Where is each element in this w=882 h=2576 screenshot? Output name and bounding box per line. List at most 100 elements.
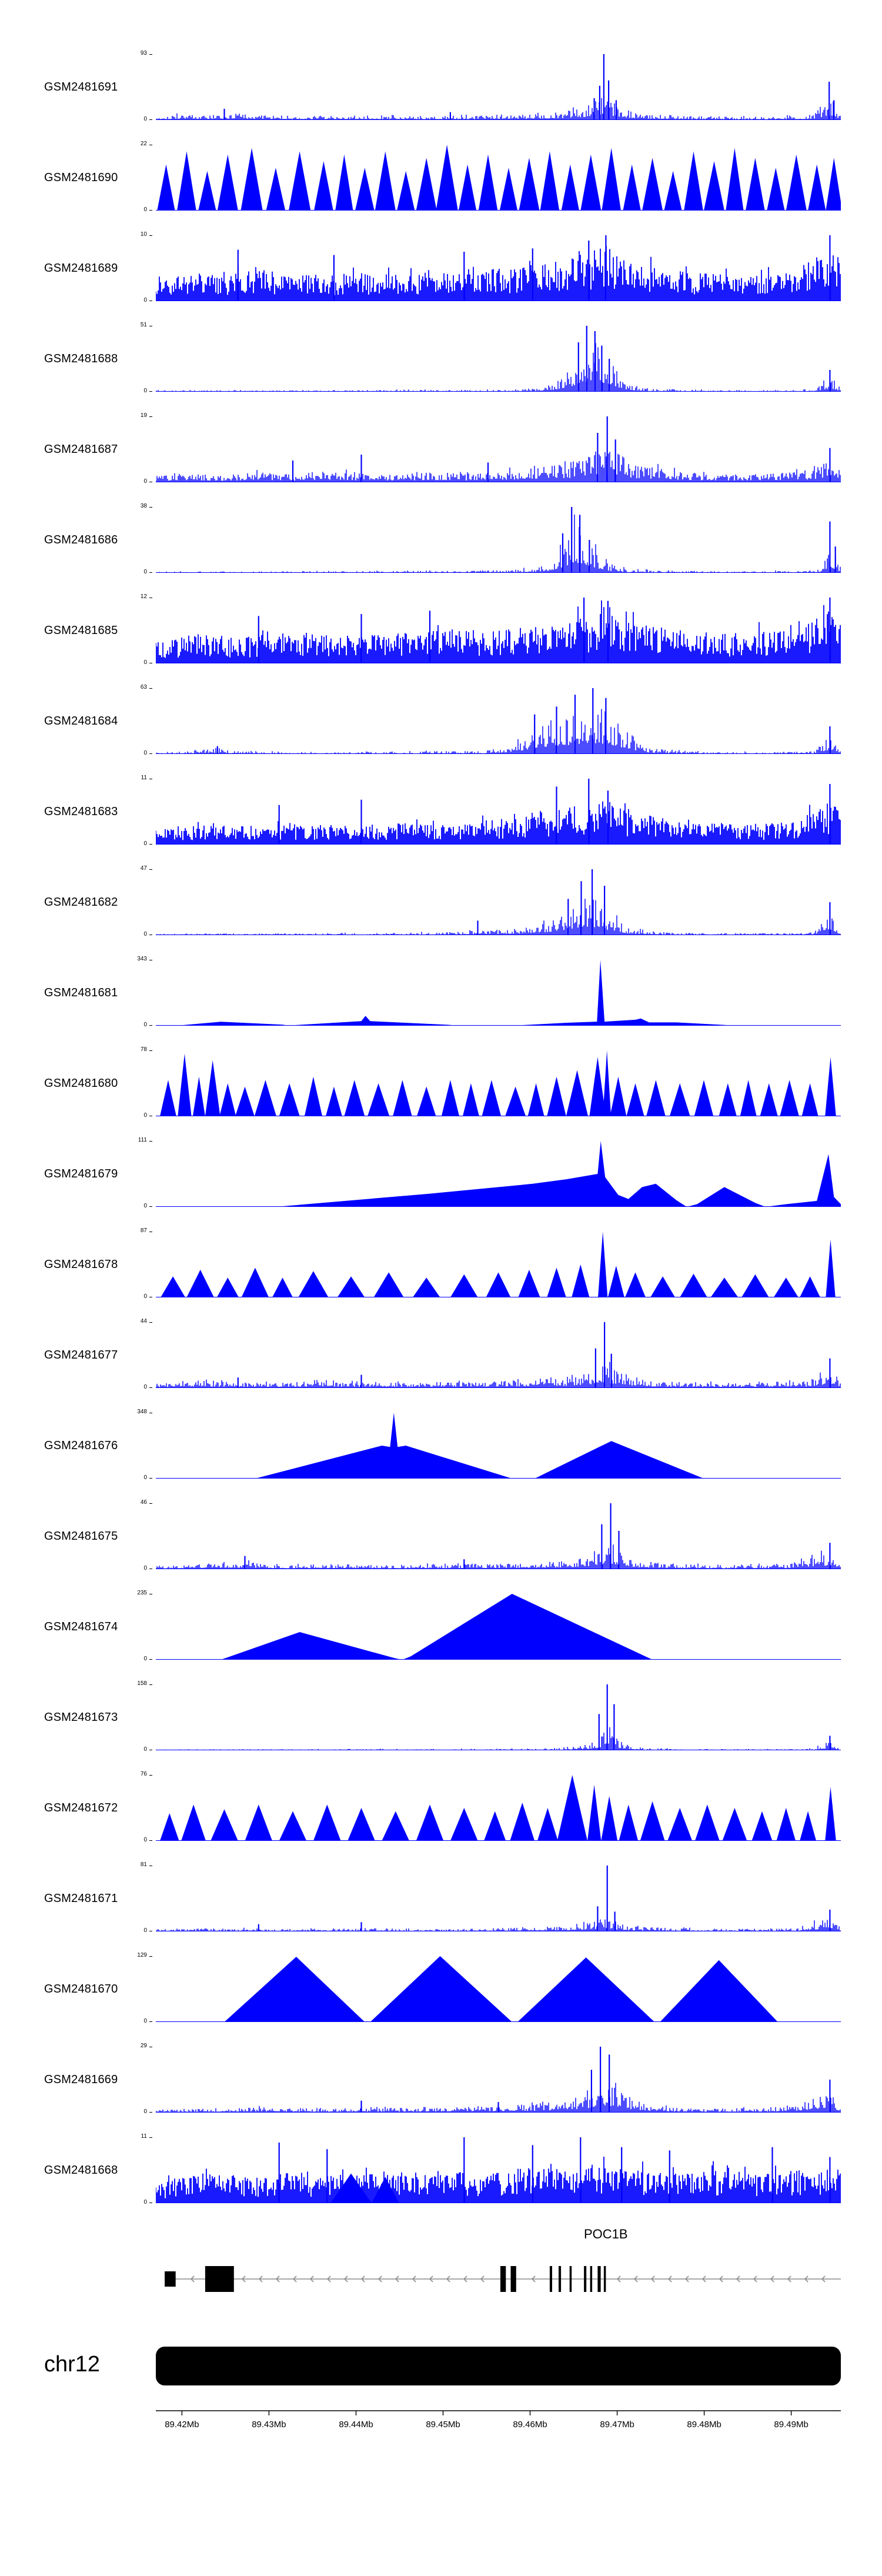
exon-box <box>205 2266 234 2292</box>
signal-plot <box>156 145 841 211</box>
y-axis-zero-label: 0 <box>143 478 147 485</box>
y-axis-max-label: 10 <box>140 231 147 238</box>
strand-direction-arrows <box>190 2275 826 2283</box>
signal-plot <box>156 1232 841 1297</box>
y-axis-zero-label: 0 <box>143 569 147 575</box>
track-row: GSM2481678 87 0 <box>0 1224 882 1315</box>
track-row: GSM2481684 63 0 <box>0 681 882 772</box>
signal-plot <box>156 960 841 1026</box>
y-axis-zero-tick <box>149 753 152 754</box>
y-axis-zero-tick <box>149 2112 152 2113</box>
y-axis-zero-label: 0 <box>143 1203 147 1209</box>
track-label: GSM2481687 <box>44 443 118 456</box>
y-axis-max-label: 235 <box>137 1590 147 1596</box>
y-axis-zero-label: 0 <box>143 1746 147 1753</box>
signal-plot <box>156 416 841 482</box>
y-axis-zero-label: 0 <box>143 116 147 122</box>
track-label: GSM2481675 <box>44 1530 118 1543</box>
track-row: GSM2481680 78 0 <box>0 1043 882 1134</box>
signal-plot <box>156 1594 841 1660</box>
y-axis-top-tick <box>149 507 152 508</box>
y-axis-top-tick <box>149 2137 152 2138</box>
axis-tick-label: 89.44Mb <box>339 2420 373 2430</box>
y-axis-top-tick <box>149 235 152 236</box>
y-axis-zero-label: 0 <box>143 2199 147 2205</box>
track-label: GSM2481681 <box>44 986 118 999</box>
y-axis-zero-tick <box>149 844 152 845</box>
track-row: GSM2481683 11 0 <box>0 772 882 862</box>
track-row: GSM2481677 44 0 <box>0 1315 882 1406</box>
track-row: GSM2481689 10 0 <box>0 228 882 319</box>
y-axis-max-label: 78 <box>140 1046 147 1053</box>
y-axis-max-label: 93 <box>140 50 147 56</box>
y-axis-max-label: 44 <box>140 1318 147 1324</box>
y-axis-zero-tick <box>149 1478 152 1479</box>
track-row: GSM2481679 111 0 <box>0 1134 882 1224</box>
y-axis-zero-label: 0 <box>143 2018 147 2024</box>
axis-tick-label: 89.43Mb <box>252 2420 286 2430</box>
genome-axis-track: 89.42Mb 89.43Mb 89.44Mb 89.45Mb 89.46Mb 89.47… <box>156 2410 841 2430</box>
y-axis-zero-tick <box>149 119 152 120</box>
y-axis-zero-label: 0 <box>143 1474 147 1481</box>
y-axis-zero-label: 0 <box>143 659 147 666</box>
y-axis-zero-tick <box>149 210 152 211</box>
y-axis-max-label: 343 <box>137 956 147 962</box>
y-axis-top-tick <box>149 1775 152 1776</box>
track-row: GSM2481685 12 0 <box>0 590 882 681</box>
track-label: GSM2481683 <box>44 805 118 818</box>
y-axis-top-tick <box>149 1684 152 1685</box>
y-axis-max-label: 63 <box>140 684 147 690</box>
signal-plot <box>156 688 841 754</box>
axis-tick-label: 89.48Mb <box>687 2420 721 2430</box>
signal-plot <box>156 1503 841 1569</box>
signal-plot <box>156 1322 841 1388</box>
y-axis-max-label: 12 <box>140 593 147 600</box>
axis-tick-label: 89.47Mb <box>600 2420 634 2430</box>
y-axis-max-label: 348 <box>137 1409 147 1415</box>
exon-box <box>165 2271 176 2287</box>
y-axis-top-tick <box>149 54 152 55</box>
track-label: GSM2481690 <box>44 171 118 184</box>
signal-plot <box>156 1956 841 2022</box>
track-row: GSM2481672 76 0 <box>0 1768 882 1858</box>
y-axis-max-label: 22 <box>140 141 147 147</box>
signal-plot <box>156 1775 841 1841</box>
exon-box <box>603 2266 606 2292</box>
exon-box <box>597 2266 601 2292</box>
track-row: GSM2481671 81 0 <box>0 1858 882 1949</box>
y-axis-zero-tick <box>149 1387 152 1388</box>
y-axis-max-label: 87 <box>140 1227 147 1234</box>
track-label: GSM2481672 <box>44 1801 118 1814</box>
track-label: GSM2481685 <box>44 624 118 637</box>
y-axis-zero-label: 0 <box>143 840 147 847</box>
track-row: GSM2481675 46 0 <box>0 1496 882 1587</box>
track-label: GSM2481684 <box>44 715 118 728</box>
track-label: GSM2481677 <box>44 1349 118 1362</box>
y-axis-max-label: 81 <box>140 1861 147 1868</box>
y-axis-top-tick <box>149 1956 152 1957</box>
track-row: GSM2481690 22 0 <box>0 138 882 228</box>
exon-box <box>569 2266 572 2292</box>
signal-plot <box>156 235 841 301</box>
y-axis-zero-label: 0 <box>143 1384 147 1390</box>
y-axis-max-label: 76 <box>140 1771 147 1777</box>
track-row: GSM2481676 348 0 <box>0 1406 882 1496</box>
track-label: GSM2481669 <box>44 2073 118 2086</box>
track-label: GSM2481673 <box>44 1711 118 1724</box>
y-axis-zero-label: 0 <box>143 1293 147 1300</box>
y-axis-zero-tick <box>149 1025 152 1026</box>
y-axis-zero-label: 0 <box>143 1565 147 1571</box>
y-axis-top-tick <box>149 1322 152 1323</box>
y-axis-zero-label: 0 <box>143 388 147 394</box>
axis-tick-label: 89.49Mb <box>774 2420 808 2430</box>
signal-plot <box>156 1141 841 1207</box>
signal-plot <box>156 1866 841 1931</box>
track-label: GSM2481668 <box>44 2164 118 2177</box>
y-axis-max-label: 129 <box>137 1952 147 1958</box>
signal-plot <box>156 507 841 573</box>
signal-plot <box>156 2137 841 2203</box>
track-label: GSM2481670 <box>44 1983 118 1996</box>
signal-plot <box>156 598 841 663</box>
signal-plot <box>156 1413 841 1479</box>
